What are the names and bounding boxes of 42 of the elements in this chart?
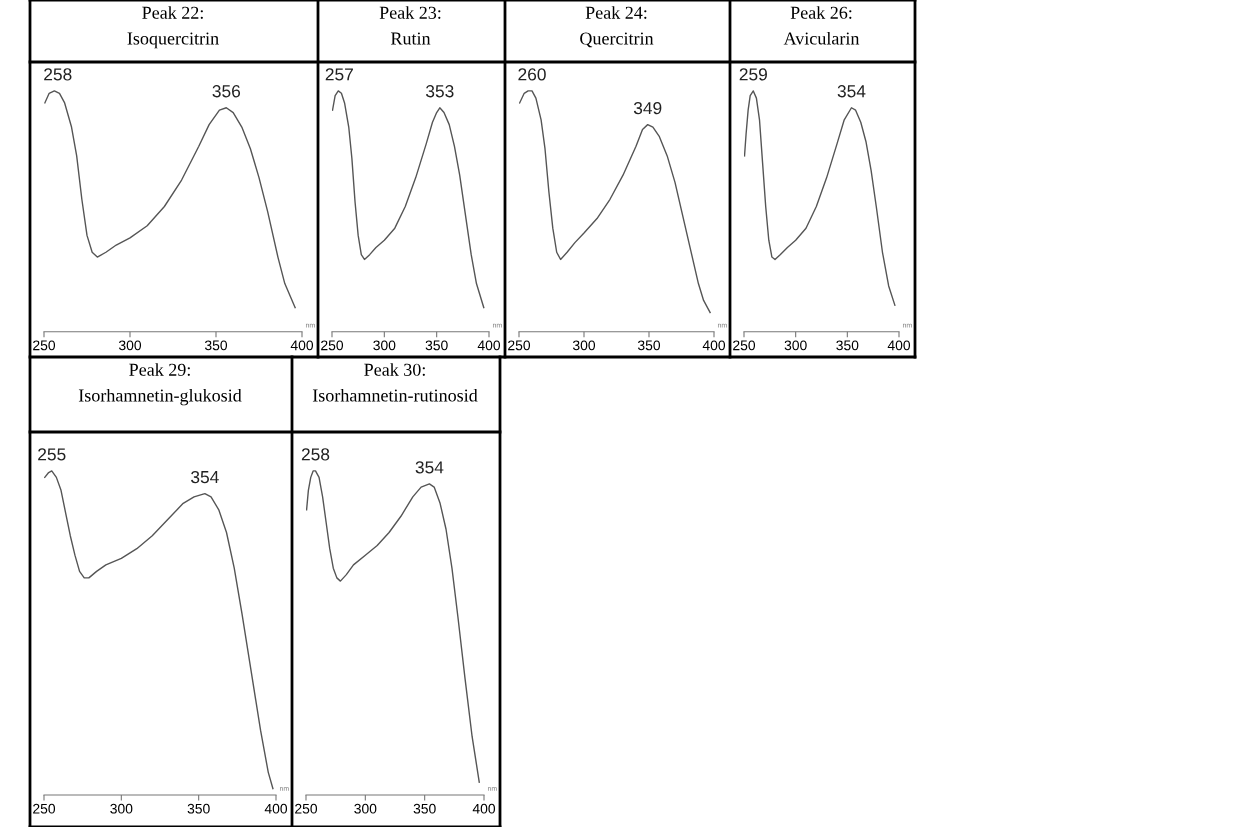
x-tick-label: 400 — [290, 340, 314, 351]
x-tick-label: 400 — [887, 340, 911, 351]
x-tick-label: 300 — [572, 340, 596, 351]
x-tick-label: 250 — [508, 340, 531, 351]
annotation: 353 — [425, 85, 454, 98]
annotation: 260 — [518, 68, 546, 81]
annotation: 354 — [415, 461, 444, 474]
x-tick-label: 300 — [354, 803, 377, 814]
chart-title: Peak 26: Avicularin — [783, 6, 860, 45]
x-tick-label: 300 — [784, 340, 807, 351]
x-tick-label: 250 — [733, 340, 756, 351]
annotation: 258 — [301, 448, 330, 461]
x-tick-label: 400 — [264, 803, 288, 814]
annotation: 354 — [837, 85, 866, 98]
annotation: 255 — [38, 448, 66, 461]
x-tick-label: 350 — [637, 340, 661, 351]
x-tick-label: 300 — [110, 803, 133, 814]
x-tick-label: 250 — [33, 803, 56, 814]
x-tick-label: 400 — [477, 340, 501, 351]
x-tick-label: 350 — [836, 340, 859, 351]
annotation: 258 — [44, 68, 72, 81]
chart-title: Peak 23: Rutin — [379, 6, 441, 45]
x-tick-label: 250 — [33, 340, 56, 351]
annotation: 354 — [191, 470, 219, 484]
x-tick-label: 350 — [425, 340, 448, 351]
x-tick-label: 300 — [118, 340, 142, 351]
x-tick-label: 350 — [204, 340, 228, 351]
chart-title: Peak 30: Isorhamnetin-rutinosid — [312, 363, 478, 402]
chart-title: Peak 24: Quercitrin — [580, 6, 654, 48]
x-tick-label: 400 — [702, 340, 726, 351]
x-tick-label: 250 — [295, 803, 318, 814]
x-tick-label: 400 — [472, 803, 496, 814]
x-tick-label: 300 — [373, 340, 396, 351]
x-tick-label: 250 — [321, 340, 344, 351]
chart-title: Peak 22: Isoquercitrin — [127, 6, 219, 49]
annotation: 349 — [633, 101, 662, 115]
chart-title: Peak 29: Isorhamnetin-glukosid — [78, 363, 242, 406]
x-tick-label: 350 — [187, 803, 210, 814]
annotation: 259 — [739, 68, 767, 81]
annotation: 356 — [212, 85, 241, 98]
annotation: 257 — [325, 68, 353, 81]
x-tick-label: 350 — [413, 803, 436, 814]
